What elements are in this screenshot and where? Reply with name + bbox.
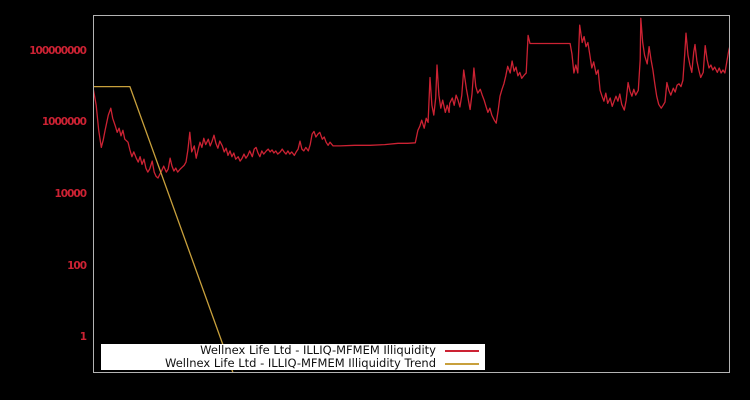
y-tick-label: 1000000 [41, 116, 87, 128]
y-tick-label: 100000000 [29, 45, 87, 57]
legend-item-illiquidity-trend: Wellnex Life Ltd - ILLIQ-MFMEM Illiquidi… [101, 357, 485, 370]
series-line-trend [93, 85, 234, 373]
y-tick-label: 100 [67, 260, 87, 272]
legend-label-illiquidity: Wellnex Life Ltd - ILLIQ-MFMEM Illiquidi… [200, 343, 436, 357]
legend-swatch-trend-line [445, 362, 479, 365]
legend-item-illiquidity: Wellnex Life Ltd - ILLIQ-MFMEM Illiquidi… [101, 344, 485, 357]
y-tick-label: 10000 [54, 188, 87, 200]
y-tick-label: 1 [79, 331, 87, 343]
legend-label-illiquidity-trend: Wellnex Life Ltd - ILLIQ-MFMEM Illiquidi… [165, 356, 436, 370]
legend: Wellnex Life Ltd - ILLIQ-MFMEM Illiquidi… [101, 344, 485, 370]
series-line-illiquidity [93, 17, 730, 179]
legend-swatch-illiquidity-line [445, 349, 479, 352]
plot-border [93, 15, 730, 373]
